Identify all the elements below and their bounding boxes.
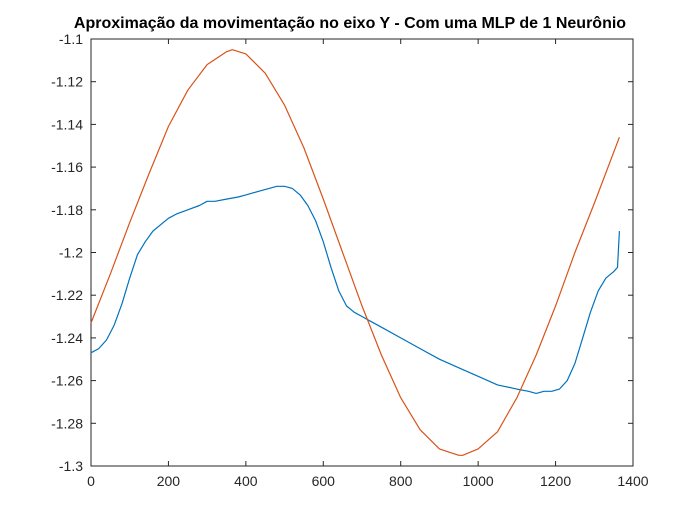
y-tick-label: -1.24 — [51, 330, 83, 346]
y-tick-label: -1.28 — [51, 415, 83, 431]
y-tick-label: -1.14 — [51, 116, 83, 132]
x-tick-label: 1000 — [463, 473, 494, 489]
series-line-1 — [90, 185, 620, 394]
x-tick-label: 400 — [234, 473, 258, 489]
x-tick-label: 1200 — [540, 473, 571, 489]
y-tick-label: -1.3 — [59, 458, 83, 474]
x-tick-label: 1400 — [617, 473, 648, 489]
y-tick-label: -1.2 — [59, 245, 83, 261]
y-tick-label: -1.26 — [51, 373, 83, 389]
y-tick-label: -1.22 — [51, 287, 83, 303]
series-line-2 — [90, 49, 620, 456]
y-tick-label: -1.16 — [51, 159, 83, 175]
x-tick-label: 0 — [87, 473, 95, 489]
axes-box — [90, 38, 634, 467]
x-tick-label: 200 — [157, 473, 181, 489]
x-tick-label: 600 — [312, 473, 336, 489]
series-layer — [90, 49, 620, 456]
y-tick-label: -1.12 — [51, 74, 83, 90]
y-tick-label: -1.1 — [59, 31, 83, 47]
x-tick-label: 800 — [389, 473, 413, 489]
chart-title: Aproximação da movimentação no eixo Y - … — [73, 15, 627, 32]
ticks-layer: 0 200 400 600 800 1000 1200 1400 -1.1 -1.12 -1.14 -… — [51, 31, 649, 489]
y-tick-label: -1.18 — [51, 202, 83, 218]
